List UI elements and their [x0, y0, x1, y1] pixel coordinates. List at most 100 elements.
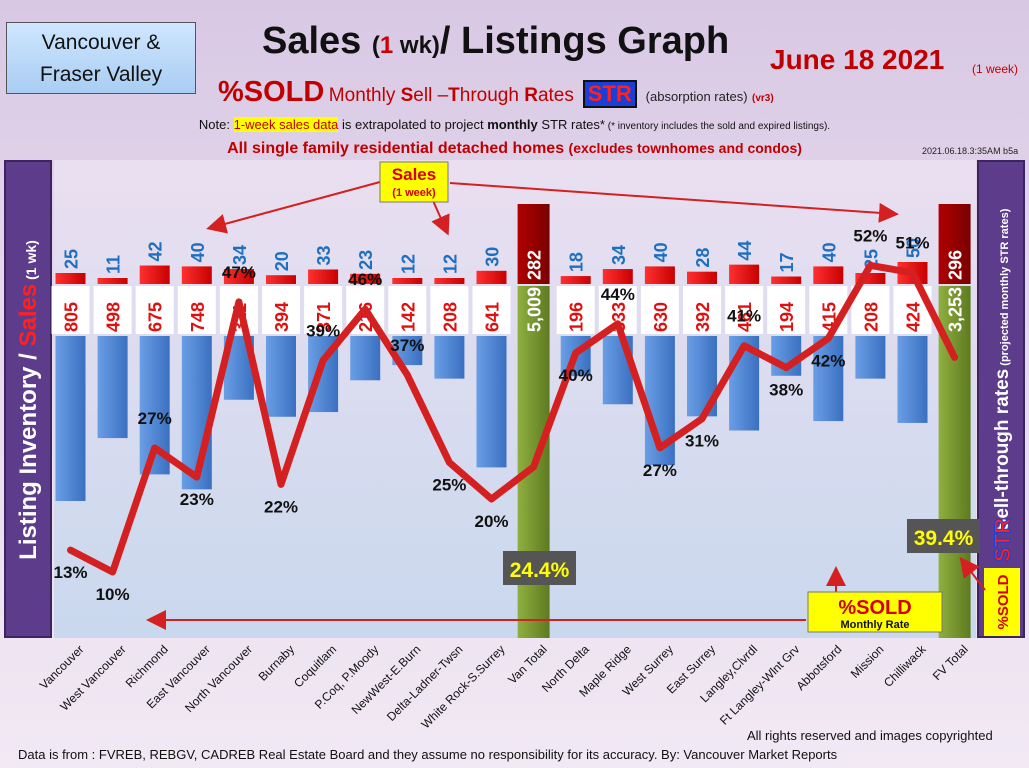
inventory-label-box [640, 286, 679, 334]
sales-bar [476, 270, 507, 284]
str-point-label: 41% [727, 307, 761, 326]
note-highlight: 1-week sales data [233, 117, 339, 132]
sales-label: 40 [188, 242, 208, 262]
x-tick-label: Abbotsford [793, 642, 844, 693]
inventory-bar [350, 336, 381, 381]
sales-label: 42 [146, 241, 166, 261]
inventory-label: 675 [146, 302, 166, 332]
sales-bar [223, 269, 254, 284]
scope-main: All single family residential detached h… [227, 140, 569, 157]
str-point-label: 31% [685, 432, 719, 451]
monthly-label: Monthly [328, 85, 401, 106]
note-line: Note: 1-week sales data is extrapolated … [0, 117, 1029, 132]
bars-group: 8052549811675427484031134394203713321623… [51, 204, 971, 638]
note-small: (* inventory includes the sold and expir… [604, 121, 831, 132]
inventory-label-box [177, 286, 216, 334]
subtitle: %SOLD Monthly Sell –Through Rates STR (a… [218, 76, 774, 109]
note-prefix: Note: [198, 117, 234, 132]
sales-bar [855, 273, 886, 284]
inventory-bar [813, 336, 844, 422]
title-sales: Sales [262, 20, 372, 62]
svg-text:24.4%: 24.4% [510, 559, 570, 582]
sales-bar [55, 273, 86, 284]
str-point-label: 37% [390, 336, 424, 355]
inventory-label-box [725, 286, 764, 334]
inventory-label: 424 [904, 302, 924, 332]
svg-text:Sales: Sales [392, 165, 436, 184]
scope-paren: (excludes townhomes and condos) [568, 140, 802, 156]
version-label: (vr3) [752, 93, 774, 104]
absorption-label: (absorption rates) [645, 89, 748, 104]
region-line-1: Vancouver & [41, 31, 161, 54]
inventory-label: 748 [188, 302, 208, 332]
x-tick-label: FV Total [930, 642, 971, 683]
str-badge: STR [582, 80, 637, 108]
inventory-label-box [683, 286, 721, 334]
sales-label: 28 [693, 248, 713, 268]
sales-bar [308, 269, 339, 284]
str-point-label: 27% [643, 461, 677, 480]
svg-text:Monthly Rate: Monthly Rate [840, 619, 909, 631]
str-point-label: 23% [180, 490, 214, 509]
svg-text:%SOLD: %SOLD [838, 597, 911, 619]
sales-label: 18 [567, 252, 587, 272]
timestamp: 2021.06.18.3:35AM b5a [922, 146, 1019, 156]
inventory-bar [476, 336, 507, 468]
sales-bar [560, 276, 591, 284]
sold-label: %SOLD [218, 76, 325, 108]
str-point-label: 44% [601, 285, 635, 304]
through-t: T [448, 85, 460, 106]
legend-sold-box [984, 568, 1020, 636]
sales-label: 34 [609, 245, 629, 265]
scope-line: All single family residential detached h… [0, 140, 1029, 158]
inventory-label-box [556, 286, 595, 334]
report-date: June 18 2021 [770, 44, 945, 75]
sell-rest: ell – [413, 85, 449, 106]
str-point-label: 47% [222, 263, 256, 282]
sales-bar [139, 265, 170, 284]
inventory-bar [97, 336, 128, 439]
str-point-label: 42% [811, 351, 845, 370]
str-line [67, 261, 959, 576]
sales-label: 23 [356, 250, 376, 270]
inventory-label: 194 [777, 302, 797, 332]
str-point-label: 40% [559, 366, 593, 385]
footer-rights: All rights reserved and images copyright… [747, 728, 993, 743]
sales-label: 34 [230, 245, 250, 265]
sales-label: 11 [104, 255, 124, 274]
sales-bar [771, 276, 802, 284]
x-tick-label: White Rock-S.Surrey [419, 642, 508, 731]
str-point-label: 22% [264, 497, 298, 516]
region-line-2: Fraser Valley [39, 63, 163, 86]
inventory-label: 196 [567, 302, 587, 332]
inventory-label-box [51, 286, 90, 334]
right-axis-sold: %SOLD [995, 574, 1012, 629]
str-point-label: 27% [138, 409, 172, 428]
region-box: Vancouver & Fraser Valley [6, 22, 196, 94]
right-axis-panel [977, 160, 1025, 638]
inventory-label: 394 [272, 302, 292, 332]
fv-total-str-badge: 39.4% [907, 519, 980, 553]
right-axis-title: Sell-through rates (projected monthly ST… [992, 208, 1013, 531]
title-paren: ( [371, 32, 380, 59]
sales-bar [97, 278, 128, 284]
inventory-label-box [93, 286, 132, 334]
str-point-label: 39% [306, 321, 340, 340]
sales-bar [181, 266, 212, 284]
inventory-label: 805 [62, 302, 82, 332]
sales-label: 282 [525, 250, 545, 280]
inventory-bar [855, 336, 886, 379]
rates-r: R [524, 85, 538, 106]
str-point-label: 51% [895, 234, 929, 253]
sales-label: 50 [904, 238, 924, 258]
x-tick-label: Burnaby [256, 642, 298, 684]
inventory-label: 3,253 [946, 287, 966, 332]
sold-callout: %SOLD Monthly Rate [146, 556, 986, 633]
title-wk: wk) [393, 32, 440, 59]
left-axis-title: Listing Inventory / Sales (1 wk) [15, 240, 42, 560]
x-tick-label: Delta-Ladner-Twsn [384, 642, 466, 724]
sales-label: 12 [440, 254, 460, 274]
left-axis-panel [4, 160, 52, 638]
sales-bar [644, 266, 675, 284]
